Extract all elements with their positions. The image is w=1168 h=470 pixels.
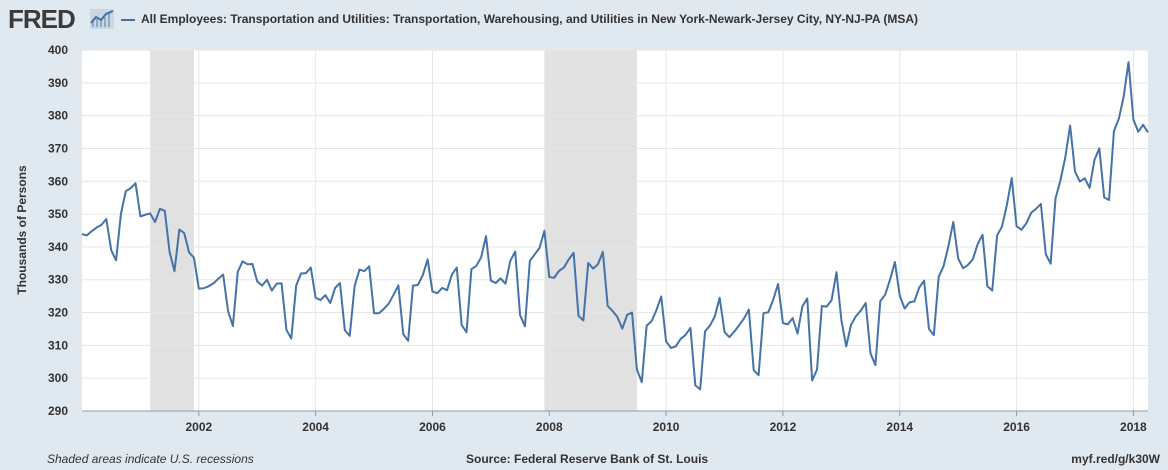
legend-series-title[interactable]: All Employees: Transportation and Utilit…: [141, 12, 919, 26]
y-tick-label-340: 340: [48, 240, 68, 254]
x-tick-label-2004: 2004: [302, 420, 329, 434]
x-tick-label-2016: 2016: [1003, 420, 1030, 434]
y-tick-label-390: 390: [48, 76, 68, 90]
fred-logo[interactable]: FRED: [8, 4, 76, 34]
x-tick-label-2018: 2018: [1120, 420, 1147, 434]
chart-header: FRED All Employees: Transportation and U…: [0, 0, 1168, 40]
y-tick-label-400: 400: [48, 43, 68, 57]
series-line-1: [81, 61, 1149, 391]
y-tick-label-360: 360: [48, 174, 68, 188]
y-tick-label-290: 290: [48, 404, 68, 418]
recession-note: Shaded areas indicate U.S. recessions: [47, 452, 254, 466]
y-tick-label-300: 300: [48, 371, 68, 385]
y-tick-label-310: 310: [48, 338, 68, 352]
x-tick-label-2006: 2006: [419, 420, 446, 434]
x-tick-label-2002: 2002: [185, 420, 212, 434]
x-tick-label-2008: 2008: [536, 420, 563, 434]
x-tick-label-2012: 2012: [770, 420, 797, 434]
y-tick-label-380: 380: [48, 109, 68, 123]
y-tick-label-330: 330: [48, 273, 68, 287]
y-tick-label-350: 350: [48, 207, 68, 221]
legend-swatch: [121, 19, 135, 21]
recession-band-2: [544, 50, 637, 411]
y-tick-label-370: 370: [48, 141, 68, 155]
fred-chart-icon: [90, 9, 114, 29]
x-tick-label-2010: 2010: [653, 420, 680, 434]
y-tick-label-320: 320: [48, 306, 68, 320]
short-link[interactable]: myf.red/g/k30W: [1071, 452, 1160, 466]
recession-band-1: [150, 50, 194, 411]
source-note: Source: Federal Reserve Bank of St. Loui…: [466, 452, 709, 466]
x-tick-label-2014: 2014: [886, 420, 913, 434]
